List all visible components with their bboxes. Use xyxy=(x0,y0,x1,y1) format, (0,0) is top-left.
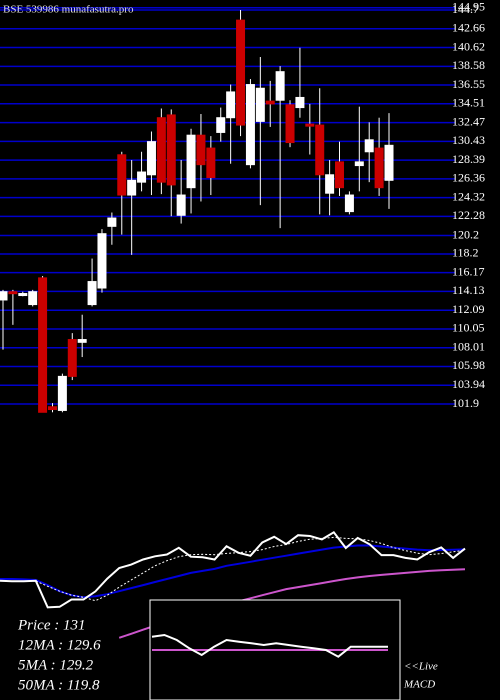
price-label: Price : 131 xyxy=(17,617,85,633)
candle-body xyxy=(176,194,186,216)
series-line xyxy=(151,633,388,658)
chart-title: BSE 539986 munafasutra.pro xyxy=(3,4,134,16)
candle-body xyxy=(285,104,295,144)
y-tick-label: 142.66 xyxy=(452,21,485,35)
candle-body xyxy=(146,141,156,176)
y-tick-label: 116.17 xyxy=(452,264,485,278)
y-tick-label: 110.05 xyxy=(452,321,485,335)
candle-body xyxy=(18,293,28,297)
y-tick-label: 130.43 xyxy=(452,133,485,147)
candle-body xyxy=(364,139,374,153)
candle-body xyxy=(97,233,107,289)
candle-body xyxy=(87,281,97,306)
candle-body xyxy=(67,339,77,377)
candle-body xyxy=(77,339,87,343)
series-line xyxy=(0,536,466,602)
candle-body xyxy=(8,291,18,295)
y-tick-label: 120.2 xyxy=(452,227,479,241)
candle-body xyxy=(236,19,246,126)
candle-body xyxy=(295,96,305,109)
candle-body xyxy=(117,154,127,196)
candle-body xyxy=(315,124,325,176)
candle-body xyxy=(344,194,354,213)
y-tick-label: 128.39 xyxy=(452,152,485,166)
y-tick-label: 144.7 xyxy=(452,2,479,16)
ma5-label: 5MA : 129.2 xyxy=(18,657,94,673)
y-tick-label: 134.51 xyxy=(452,96,485,110)
candle-body xyxy=(226,91,236,119)
candle-body xyxy=(216,117,226,133)
candle-body xyxy=(57,375,67,411)
candle-body xyxy=(354,161,364,167)
candle-body xyxy=(0,291,8,301)
candle-body xyxy=(47,406,57,411)
candle-body xyxy=(127,179,137,196)
candle-body xyxy=(28,291,38,306)
candle-body xyxy=(166,114,176,186)
y-tick-label: 132.47 xyxy=(452,114,485,128)
y-tick-label: 114.13 xyxy=(452,283,485,297)
candle-body xyxy=(186,134,196,189)
candle-body xyxy=(335,161,345,189)
macd-panel xyxy=(151,633,388,658)
candle-body xyxy=(107,217,117,227)
y-tick-label: 122.28 xyxy=(452,208,485,222)
y-tick-label: 124.32 xyxy=(452,189,485,203)
candle-body xyxy=(265,100,275,105)
y-tick-label: 118.2 xyxy=(452,246,479,260)
candles xyxy=(0,10,394,413)
y-tick-label: 138.58 xyxy=(452,58,485,72)
candle-body xyxy=(305,123,315,127)
y-tick-label: 108.01 xyxy=(452,340,485,354)
y-tick-label: 140.62 xyxy=(452,39,485,53)
candle-body xyxy=(196,134,206,166)
ma50-label: 50MA : 119.8 xyxy=(18,677,100,693)
macd-label: MACD xyxy=(403,679,435,691)
y-tick-label: 101.9 xyxy=(452,396,479,410)
candle-body xyxy=(384,144,394,181)
y-tick-label: 105.98 xyxy=(452,358,485,372)
candle-body xyxy=(156,117,166,183)
y-tick-label: 144.95 xyxy=(452,0,485,13)
candle-body xyxy=(245,84,255,166)
y-tick-label: 136.55 xyxy=(452,77,485,91)
candle-body xyxy=(374,147,384,189)
candle-body xyxy=(255,87,265,122)
candle-body xyxy=(325,174,335,194)
candle-body xyxy=(38,277,48,413)
y-tick-label: 126.36 xyxy=(452,171,485,185)
candle-body xyxy=(275,71,285,101)
live-label: <<Live xyxy=(404,661,438,673)
y-tick-label: 103.94 xyxy=(452,377,485,391)
candle-body xyxy=(206,147,216,179)
y-tick-label: 112.09 xyxy=(452,302,485,316)
series-line xyxy=(0,530,466,609)
ma12-label: 12MA : 129.6 xyxy=(18,637,101,653)
candle-body xyxy=(137,171,147,183)
